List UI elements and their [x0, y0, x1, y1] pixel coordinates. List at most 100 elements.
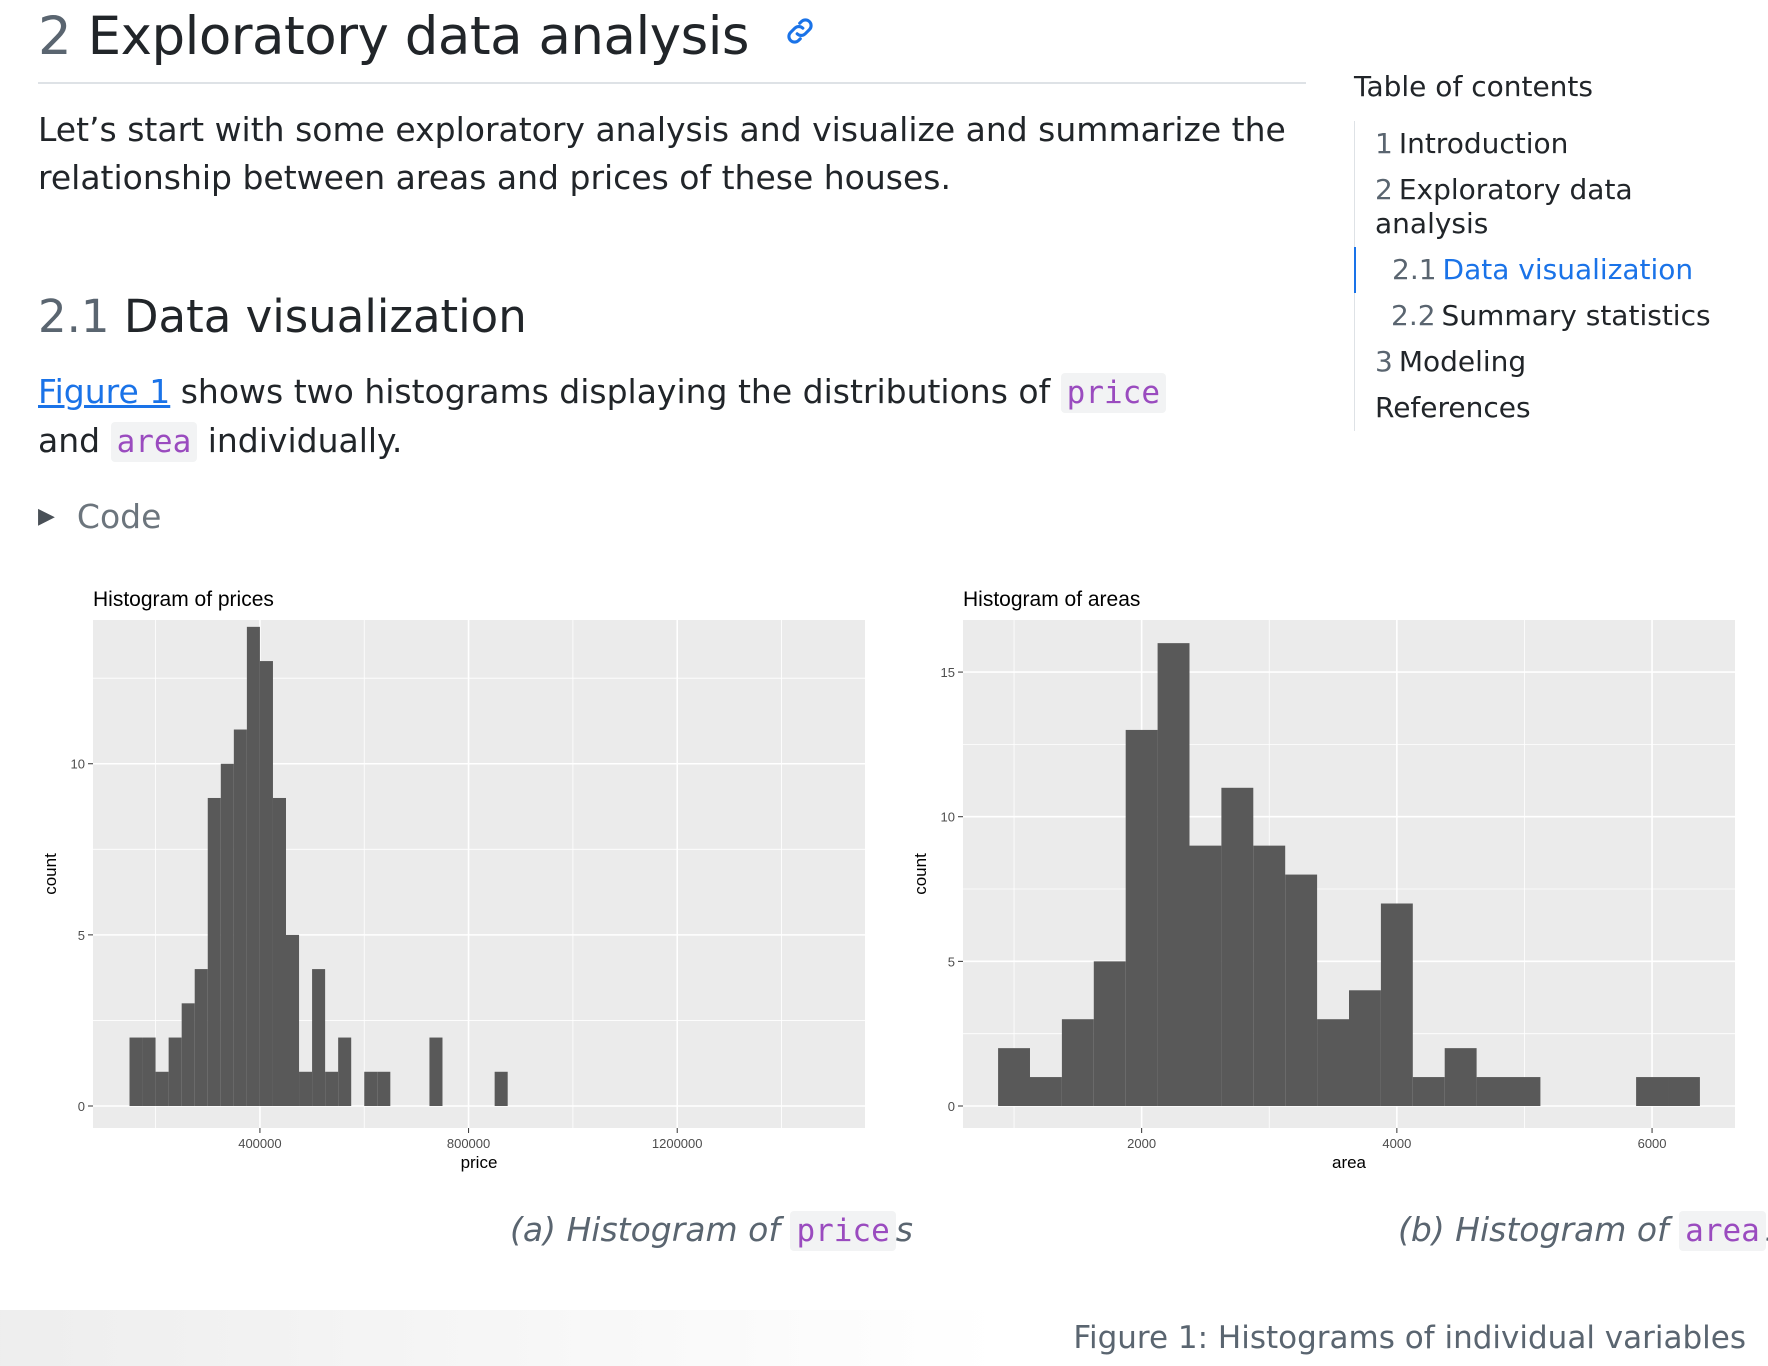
toc-item-label: Summary statistics — [1441, 299, 1711, 332]
histogram-bar — [1189, 845, 1222, 1106]
x-tick-label: 400000 — [238, 1136, 281, 1151]
y-tick-label: 5 — [78, 928, 85, 943]
histogram-bar — [338, 1037, 352, 1106]
toc-item-modeling[interactable]: 3 Modeling — [1355, 339, 1754, 385]
toc-item-summary-statistics[interactable]: 2.2 Summary statistics — [1355, 293, 1754, 339]
histogram-bar — [246, 626, 260, 1106]
histogram-bar — [364, 1071, 378, 1106]
histogram-bar — [325, 1071, 339, 1106]
y-tick-label: 0 — [948, 1099, 955, 1114]
toc-item-label: Modeling — [1398, 345, 1527, 378]
y-tick-label: 10 — [71, 757, 85, 772]
histogram-bar — [1285, 874, 1318, 1106]
histogram-bar — [312, 969, 326, 1106]
x-axis-label: area — [1332, 1153, 1367, 1172]
toc-item-number: 3 — [1375, 345, 1393, 378]
histogram-bar — [1029, 1077, 1062, 1106]
x-tick-label: 1200000 — [652, 1136, 703, 1151]
toc-item-exploratory-data-analysis[interactable]: 2 Exploratory data analysis — [1355, 167, 1655, 247]
histogram-bar — [1508, 1077, 1541, 1106]
histogram-bar — [207, 797, 221, 1106]
histogram-bar — [1349, 990, 1381, 1106]
section-title: Exploratory data analysis — [87, 6, 750, 67]
toc-item-introduction[interactable]: 1 Introduction — [1355, 121, 1754, 167]
toc-item-label: Introduction — [1398, 127, 1569, 160]
toc-item-number: 2 — [1375, 173, 1393, 206]
histogram-bar — [286, 934, 300, 1106]
area-histogram-chart: Histogram of areas 0 5 10 15 2000 4000 6000 area… — [911, 588, 1735, 1172]
figure-1-link[interactable]: Figure 1 — [38, 372, 171, 411]
histogram-bar — [998, 1048, 1030, 1106]
bottom-shadow — [0, 1310, 1000, 1366]
histogram-bar — [1476, 1077, 1509, 1106]
histogram-bar — [233, 729, 247, 1106]
x-tick-label: 6000 — [1638, 1136, 1667, 1151]
toc-item-label: References — [1375, 391, 1531, 424]
subcaption-a-code: price — [790, 1211, 896, 1251]
histogram-bar — [1380, 903, 1413, 1106]
section-heading: 2 Exploratory data analysis — [38, 6, 817, 67]
histogram-bar — [299, 1071, 313, 1106]
triangle-right-icon: ▶ — [38, 504, 55, 529]
toc-item-label: Exploratory data analysis — [1375, 173, 1633, 240]
histogram-bar — [142, 1037, 156, 1106]
histogram-bar — [429, 1037, 443, 1106]
subcaption-b-code: area — [1679, 1211, 1766, 1251]
histogram-bar — [1221, 787, 1254, 1106]
section-number: 2 — [38, 6, 72, 67]
histogram-bar — [1636, 1077, 1669, 1106]
toc-item-number: 1 — [1375, 127, 1393, 160]
price-histogram-chart: Histogram of prices 0 5 10 400000 800000 12000… — [41, 588, 865, 1172]
histogram-bar — [1668, 1077, 1700, 1106]
price-histogram-panel: Histogram of prices 0 5 10 400000 800000 12000… — [38, 578, 878, 1183]
histogram-bar — [1253, 845, 1286, 1106]
histogram-bar — [272, 797, 286, 1106]
x-tick-label: 2000 — [1127, 1136, 1156, 1151]
x-axis-label: price — [461, 1153, 498, 1172]
toc-item-references[interactable]: References — [1355, 385, 1754, 431]
subcaption-a-suffix: s — [895, 1210, 913, 1249]
histogram-bar — [494, 1071, 508, 1106]
intro-paragraph: Let’s start with some exploratory analys… — [38, 110, 1286, 197]
y-tick-label: 15 — [941, 665, 955, 680]
x-tick-label: 800000 — [447, 1136, 490, 1151]
toc-item-data-visualization[interactable]: 2.1 Data visualization — [1354, 247, 1754, 293]
paragraph-text-2: and — [38, 421, 111, 460]
code-fold-toggle[interactable]: ▶ Code — [38, 497, 161, 536]
chart-title: Histogram of prices — [93, 588, 274, 611]
toc-item-label: Data visualization — [1442, 253, 1694, 286]
code-fold-label: Code — [76, 497, 162, 536]
figure-paragraph: Figure 1 shows two histograms displaying… — [38, 368, 1238, 466]
histogram-bar — [1412, 1077, 1445, 1106]
inline-code-area: area — [110, 422, 198, 462]
area-histogram-panel: Histogram of areas 0 5 10 15 2000 4000 6000 area… — [908, 578, 1748, 1183]
inline-code-price: price — [1060, 373, 1166, 413]
y-tick-label: 5 — [948, 954, 955, 969]
x-tick-label: 4000 — [1382, 1136, 1411, 1151]
histogram-bar — [129, 1037, 143, 1106]
histogram-bar — [1444, 1048, 1477, 1106]
y-axis-label: count — [911, 853, 930, 895]
paragraph-text-3: individually. — [197, 421, 403, 460]
toc-item-number: 2.1 — [1392, 253, 1437, 286]
subcaption-a: (a) Histogram of price s — [510, 1210, 913, 1251]
toc-title: Table of contents — [1354, 70, 1593, 103]
link-icon[interactable] — [783, 13, 817, 57]
figure-caption: Figure 1: Histograms of individual varia… — [1073, 1320, 1746, 1356]
subcaption-b-suffix: s — [1766, 1210, 1768, 1249]
histogram-bar — [181, 1003, 195, 1106]
toc-list: 1 Introduction 2 Exploratory data analysis… — [1354, 121, 1754, 431]
histogram-bar — [1093, 961, 1126, 1106]
subcaption-b-prefix: (b) Histogram of — [1398, 1210, 1680, 1249]
histogram-bar — [1317, 1019, 1349, 1106]
histogram-bar — [1125, 729, 1158, 1106]
paragraph-text-1: shows two histograms displaying the dist… — [170, 372, 1061, 411]
y-tick-label: 10 — [941, 810, 955, 825]
subcaption-b: (b) Histogram of areas — [1398, 1210, 1768, 1251]
histogram-bar — [194, 969, 208, 1106]
y-tick-label: 0 — [78, 1099, 85, 1114]
heading-divider — [38, 82, 1306, 84]
histogram-bar — [155, 1071, 169, 1106]
histogram-bar — [1061, 1019, 1094, 1106]
subsection-heading: 2.1 Data visualization — [38, 290, 527, 343]
